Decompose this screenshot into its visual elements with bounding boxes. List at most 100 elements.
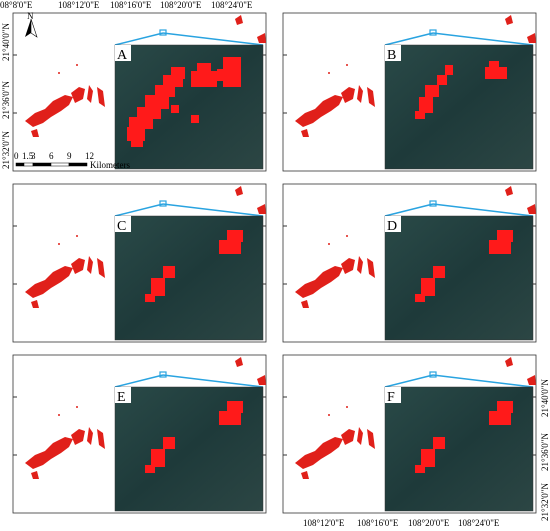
map-panel: C	[12, 183, 267, 343]
zoom-box	[429, 29, 437, 36]
scale-segment	[15, 162, 25, 167]
zoom-line	[384, 32, 434, 46]
red-pixels	[497, 401, 513, 413]
scale-tick: 3	[31, 151, 36, 161]
red-pixels	[163, 437, 175, 449]
red-pixels	[127, 127, 145, 141]
zoom-box	[429, 371, 437, 378]
zoom-line	[432, 203, 534, 217]
red-pixels	[433, 266, 445, 278]
panel-label: B	[387, 48, 396, 63]
bottom-label: 108°20'0"E	[408, 518, 450, 528]
zoom-line	[114, 374, 164, 388]
zoom-line	[114, 32, 164, 46]
red-pixels	[151, 278, 165, 296]
panel-label: D	[387, 219, 397, 234]
bottom-label: 108°12'0"E	[303, 518, 345, 528]
red-pixels	[145, 95, 169, 109]
red-pixels	[227, 230, 243, 242]
red-pixels	[129, 117, 153, 129]
right-label: 21°40'0"N	[540, 379, 550, 417]
red-pixels	[421, 449, 435, 467]
red-pixels	[433, 437, 445, 449]
zoom-box	[159, 29, 167, 36]
left-label: 21°40'0"N	[1, 23, 11, 61]
bottom-label: 108°16'0"E	[357, 518, 399, 528]
scale-tick: 0	[14, 151, 19, 161]
panel-label: C	[117, 219, 126, 234]
top-label: 108°20'0"E	[160, 0, 202, 10]
zoom-line	[162, 203, 264, 217]
red-pixels	[415, 465, 425, 473]
red-pixels	[497, 230, 513, 242]
red-pixels	[223, 57, 241, 87]
red-pixels	[219, 240, 241, 254]
scale-tick: 9	[67, 151, 72, 161]
red-pixels	[171, 105, 179, 113]
zoom-box	[159, 371, 167, 378]
scale-segment	[32, 162, 52, 167]
red-pixels	[131, 141, 143, 147]
top-label: 108°12'0"E	[58, 0, 100, 10]
label-box	[385, 216, 401, 232]
red-pixels	[151, 449, 165, 467]
inset-image	[384, 44, 534, 170]
panel-label: E	[117, 390, 126, 405]
map-panel: F	[282, 354, 537, 514]
left-label: 21°36'0"N	[1, 81, 11, 119]
scale-segment	[68, 162, 88, 167]
right-label: 21°32'0"N	[540, 483, 550, 521]
zoom-line	[114, 203, 164, 217]
red-pixels	[425, 85, 439, 97]
red-pixels	[155, 85, 175, 97]
scale-unit: Kilometers	[90, 160, 130, 170]
north-arrow	[30, 18, 38, 38]
red-pixels	[145, 465, 155, 473]
red-pixels	[421, 278, 435, 296]
zoom-line	[432, 32, 534, 46]
red-pixels	[415, 294, 425, 302]
red-pixels	[191, 115, 199, 123]
red-pixels	[489, 240, 511, 254]
red-pixels	[163, 75, 183, 87]
panel-label: F	[387, 390, 395, 405]
label-box	[115, 387, 131, 403]
zoom-line	[384, 374, 434, 388]
scale-tick: 1.5	[22, 151, 34, 161]
red-pixels	[445, 65, 453, 75]
label-box	[385, 387, 401, 403]
scale-segment	[50, 162, 70, 167]
label-box	[385, 45, 401, 61]
zoom-line	[162, 374, 264, 388]
zoom-box	[429, 200, 437, 207]
map-panel: D	[282, 183, 537, 343]
bottom-label: 108°24'0"E	[458, 518, 500, 528]
top-label: 108°24'0"E	[211, 0, 253, 10]
red-pixels	[415, 111, 425, 119]
top-label: 08°8'0"E	[0, 0, 33, 10]
scale-segment	[23, 162, 34, 167]
label-box	[115, 45, 131, 61]
red-pixels	[219, 411, 241, 425]
red-pixels	[137, 107, 161, 119]
red-pixels	[437, 75, 447, 85]
zoom-line	[162, 32, 264, 46]
zoom-line	[432, 374, 534, 388]
red-pixels	[145, 294, 155, 302]
map-panel: B	[282, 12, 537, 172]
red-pixels	[489, 411, 511, 425]
zoom-box	[159, 200, 167, 207]
scale-tick: 12	[85, 151, 94, 161]
red-pixels	[489, 61, 499, 69]
red-pixels	[197, 63, 211, 73]
red-pixels	[217, 69, 227, 81]
north-arrow	[25, 19, 31, 37]
red-pixels	[227, 401, 243, 413]
scale-tick: 6	[49, 151, 54, 161]
red-pixels	[163, 266, 175, 278]
red-pixels	[191, 71, 217, 87]
